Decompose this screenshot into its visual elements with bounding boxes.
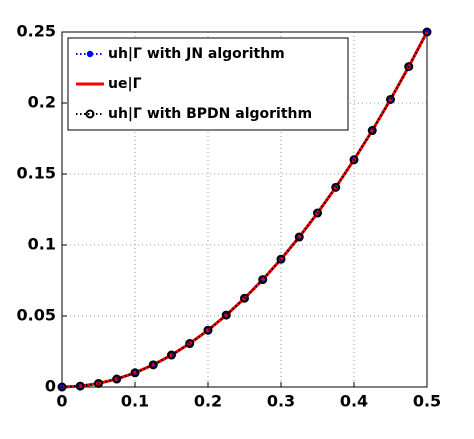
point <box>57 382 67 392</box>
point <box>75 381 85 391</box>
point <box>130 368 140 378</box>
series-line <box>61 31 428 388</box>
legend-box <box>67 37 349 131</box>
x-tick-label: 0.1 <box>121 392 149 411</box>
point <box>276 254 286 264</box>
point <box>404 62 414 72</box>
y-tick-label: 0.15 <box>17 164 56 183</box>
x-tick-label: 0.5 <box>413 392 441 411</box>
x-tick-label: 0 <box>56 392 67 411</box>
point <box>386 94 395 104</box>
y-tick-label: 0.1 <box>28 235 56 254</box>
point <box>185 339 195 349</box>
point <box>331 182 341 192</box>
point <box>422 27 432 37</box>
legend-marker <box>86 50 94 58</box>
point <box>94 378 103 388</box>
x-tick-label: 0.2 <box>194 392 222 411</box>
y-tick-label: 0 <box>45 377 56 396</box>
y-tick-label: 0.05 <box>17 306 56 325</box>
point <box>148 360 158 370</box>
y-tick-label: 0.25 <box>17 22 56 41</box>
legend-label: ue|Γ <box>108 76 142 92</box>
legend-label: uh|Γ with BPDN algorithm <box>108 106 312 122</box>
point <box>313 208 322 218</box>
x-tick-label: 0.4 <box>340 392 368 411</box>
point <box>349 155 359 165</box>
legend-label: uh|Γ with JN algorithm <box>108 46 285 62</box>
point <box>240 293 249 303</box>
point <box>258 275 268 285</box>
x-tick-label: 0.3 <box>267 392 295 411</box>
point <box>112 374 122 384</box>
legend: uh|Γ with JN algorithm ue|Γ uh|Γ with BPDN… <box>67 37 349 131</box>
point <box>167 350 176 360</box>
point <box>294 232 304 242</box>
y-tick-label: 0.2 <box>28 93 56 112</box>
legend-marker <box>85 109 95 119</box>
point <box>203 325 213 335</box>
plot-frame <box>61 31 428 388</box>
point <box>367 126 377 136</box>
point <box>221 310 231 320</box>
